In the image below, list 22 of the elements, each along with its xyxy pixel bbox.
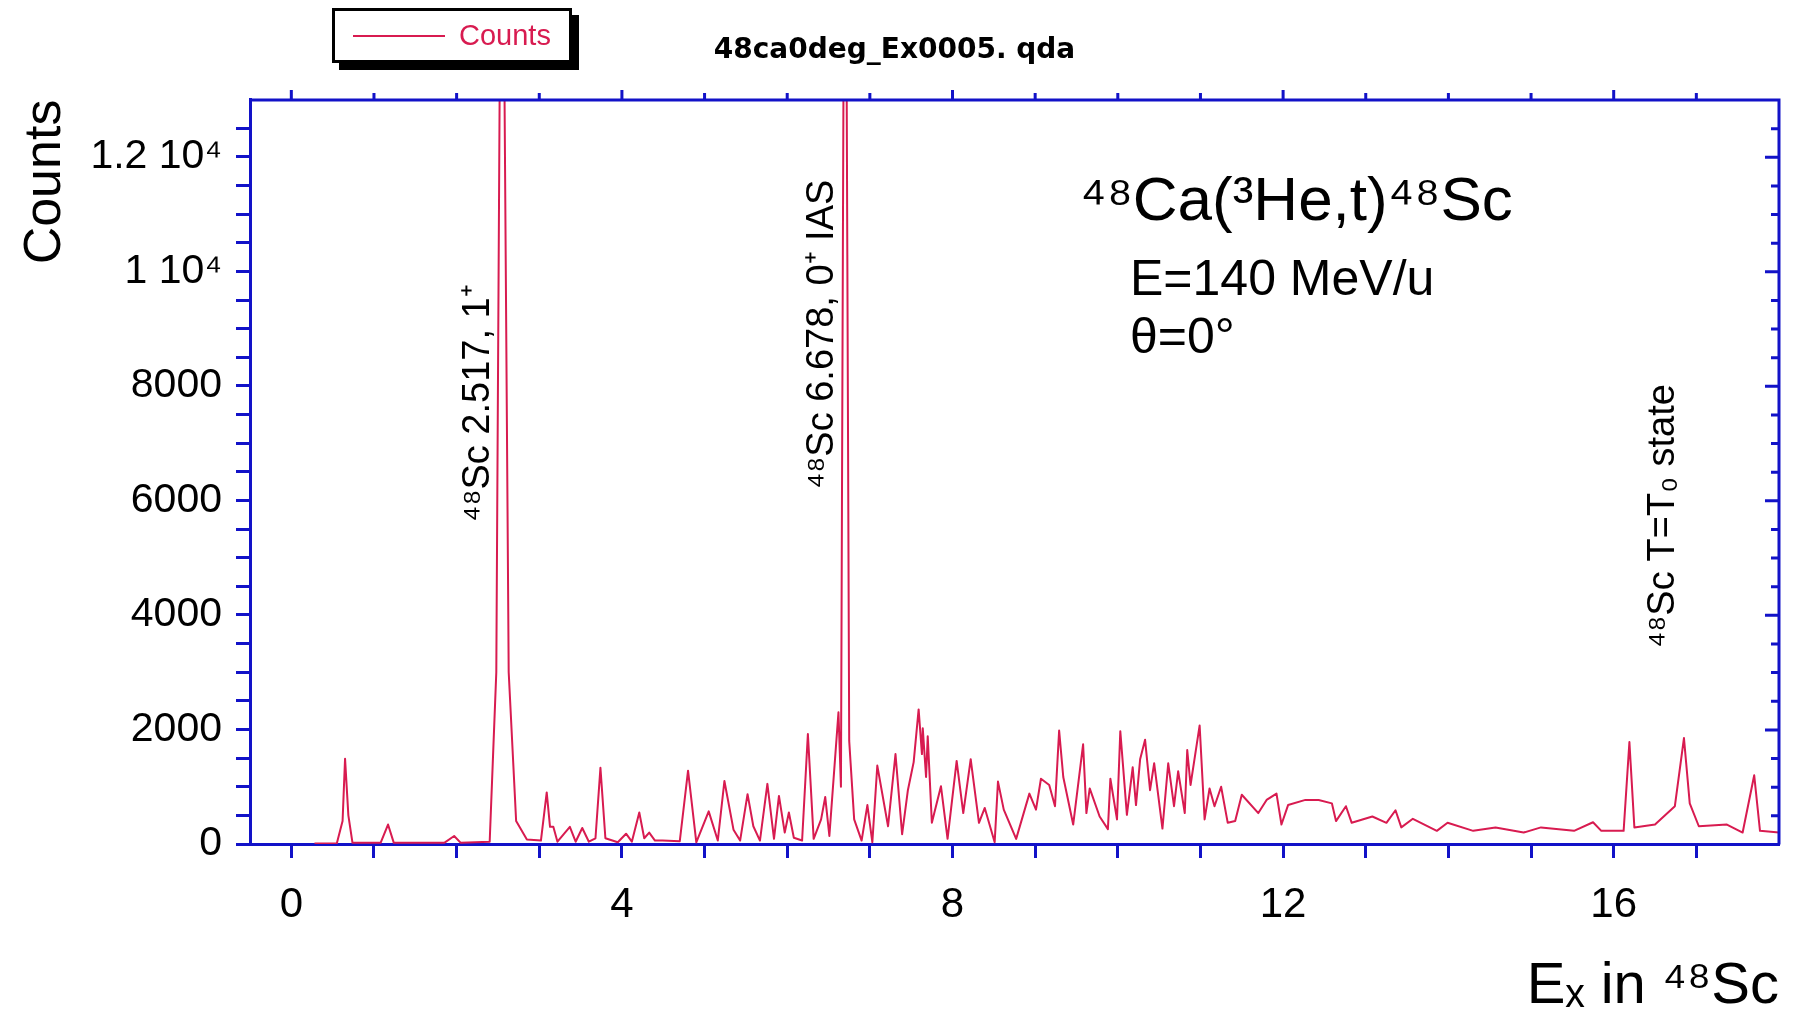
y-tick-label: 4000: [130, 589, 223, 636]
y-tick-label: 8000: [130, 360, 223, 407]
x-axis-title: Eₓ in ⁴⁸Sc: [1526, 950, 1779, 1016]
chart-title: 48ca0deg_Ex0005. qda: [713, 32, 1076, 66]
annotation: ⁴⁸Sc 2.517, 1⁺: [455, 284, 498, 522]
annotation: θ=0°: [1130, 307, 1235, 364]
x-tick-label: 0: [279, 878, 304, 926]
x-tick-label: 4: [610, 878, 634, 926]
y-tick-label: 0: [199, 818, 223, 865]
annotation: ⁴⁸Sc T=T₀ state: [1639, 384, 1682, 649]
y-tick-label: 6000: [130, 474, 223, 521]
y-axis-title: Counts: [12, 99, 71, 265]
legend-label: Counts: [459, 19, 551, 52]
y-tick-label: 1 10⁴: [124, 245, 223, 292]
annotation: E=140 MeV/u: [1130, 249, 1435, 306]
annotation: ⁴⁸Ca(³He,t)⁴⁸Sc: [1080, 163, 1513, 233]
y-tick-label: 1.2 10⁴: [90, 131, 223, 178]
x-tick-label: 8: [940, 878, 965, 926]
annotation: ⁴⁸Sc 6.678, 0⁺ IAS: [799, 179, 842, 490]
x-tick-label: 12: [1259, 878, 1307, 926]
y-tick-label: 2000: [130, 703, 223, 750]
x-tick-label: 16: [1590, 878, 1638, 926]
